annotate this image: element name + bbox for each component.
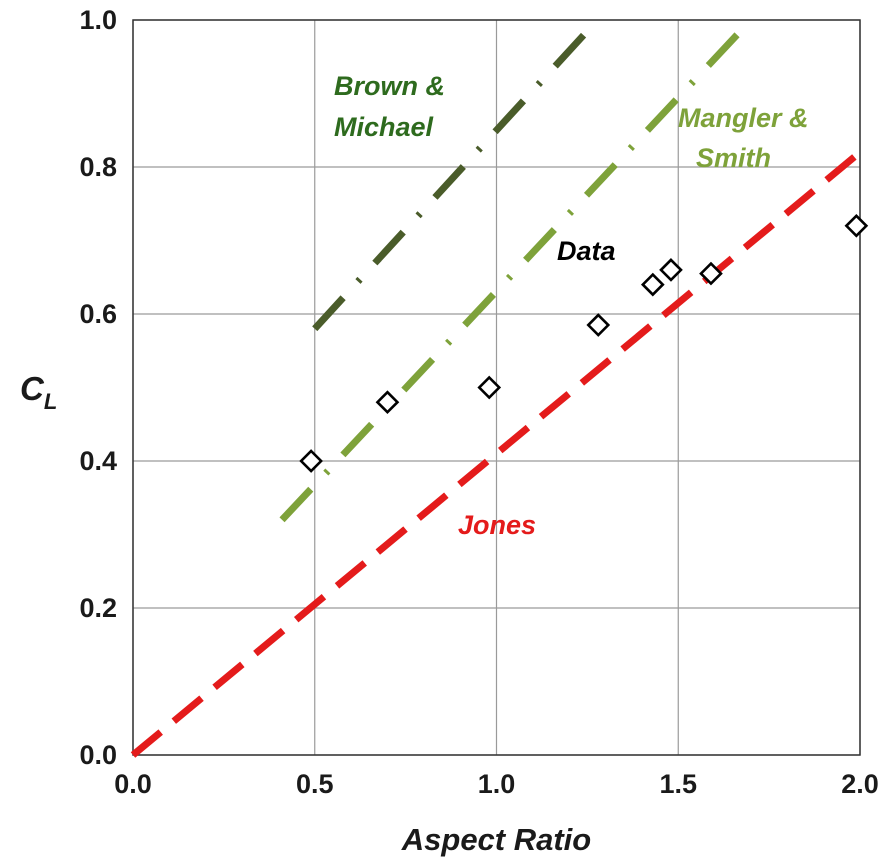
series-label-brown-michael: Brown & [334, 71, 445, 101]
data-point-marker [640, 272, 665, 297]
y-tick-label: 0.4 [79, 446, 117, 476]
x-tick-label: 1.5 [659, 769, 697, 799]
series-label-mangler-smith: Smith [696, 143, 771, 173]
series-label-jones: Jones [458, 510, 536, 540]
y-tick-labels: 0.0 0.2 0.4 0.6 0.8 1.0 [79, 5, 117, 770]
series-label-data: Data [557, 236, 616, 266]
y-tick-label: 0.8 [79, 152, 117, 182]
y-tick-label: 1.0 [79, 5, 117, 35]
data-point-marker [586, 313, 611, 337]
data-point-marker [375, 390, 400, 415]
y-tick-label: 0.0 [79, 740, 117, 770]
data-point-marker [659, 258, 683, 282]
series-labels: Brown & Michael Mangler & Smith Jones Data [334, 71, 809, 540]
data-point-marker [477, 375, 502, 400]
x-tick-label: 0.0 [114, 769, 152, 799]
series-label-brown-michael: Michael [334, 112, 434, 142]
x-tick-labels: 0.0 0.5 1.0 1.5 2.0 [114, 769, 879, 799]
x-tick-label: 0.5 [296, 769, 334, 799]
data-point-marker [844, 213, 869, 238]
series-line-mangler-smith [279, 17, 754, 523]
plot-area-frame [132, 19, 861, 756]
x-axis-title: Aspect Ratio [401, 822, 591, 857]
y-axis-title-main: C [20, 370, 45, 407]
y-axis-title: CL [20, 370, 57, 414]
series-line-brown-michael [312, 28, 590, 332]
y-axis-title-subscript: L [44, 389, 57, 414]
y-tick-label: 0.2 [79, 593, 117, 623]
data-point-marker [699, 261, 723, 286]
series-label-mangler-smith: Mangler & [678, 103, 809, 133]
x-tick-label: 2.0 [841, 769, 879, 799]
series-lines [130, 17, 863, 758]
data-markers [299, 213, 869, 473]
data-point-marker [299, 449, 323, 473]
y-tick-label: 0.6 [79, 299, 117, 329]
x-tick-label: 1.0 [478, 769, 516, 799]
